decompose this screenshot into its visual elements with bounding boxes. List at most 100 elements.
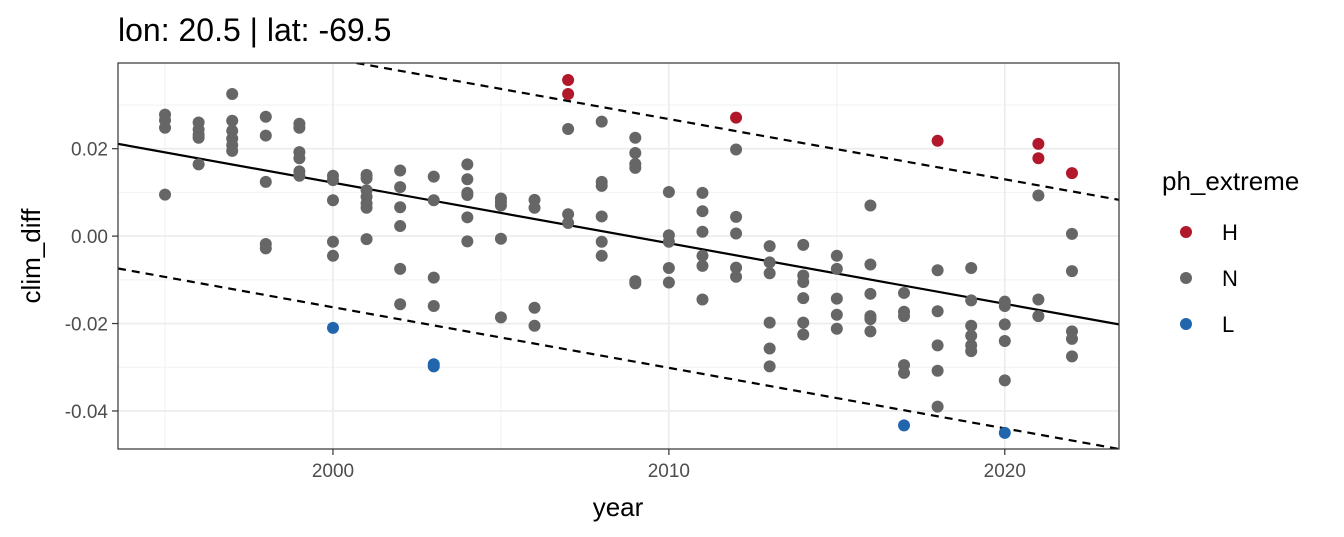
point-h [1032, 152, 1045, 165]
point-n [730, 270, 743, 283]
point-n [427, 170, 440, 183]
point-n [763, 316, 776, 329]
point-n [1032, 293, 1045, 306]
point-n [696, 249, 709, 262]
point-n [730, 210, 743, 223]
point-l [998, 426, 1011, 439]
point-n [494, 232, 507, 245]
point-n [696, 205, 709, 218]
regression-lines [118, 63, 1119, 449]
point-n [797, 328, 810, 341]
legend-label-h: H [1222, 220, 1238, 245]
point-n [629, 161, 642, 174]
point-n [662, 235, 675, 248]
point-n [326, 174, 339, 187]
x-axis-title: year [593, 492, 644, 522]
point-n [696, 259, 709, 272]
point-n [965, 262, 978, 275]
point-h [931, 134, 944, 147]
legend-label-l: L [1222, 312, 1234, 337]
point-n [931, 264, 944, 277]
x-tick-label: 2020 [984, 461, 1026, 482]
point-l [427, 360, 440, 373]
point-n [192, 158, 205, 171]
point-n [394, 220, 407, 233]
point-n [1065, 332, 1078, 345]
point-n [763, 240, 776, 253]
point-n [830, 262, 843, 275]
point-n [293, 169, 306, 182]
point-n [864, 287, 877, 300]
point-h [1032, 137, 1045, 150]
point-n [864, 325, 877, 338]
point-n [931, 364, 944, 377]
y-tick-label: 0.02 [71, 140, 108, 161]
lower-bound-line [118, 267, 1119, 449]
point-n [1032, 189, 1045, 202]
point-n [562, 123, 575, 136]
point-n [864, 258, 877, 271]
point-n [293, 121, 306, 134]
point-n [864, 199, 877, 212]
x-tick-label: 2000 [312, 461, 354, 482]
legend-label-n: N [1222, 266, 1238, 291]
point-n [763, 256, 776, 269]
point-n [259, 175, 272, 188]
point-n [898, 310, 911, 323]
point-n [461, 158, 474, 171]
point-n [293, 152, 306, 165]
point-n [730, 261, 743, 274]
point-n [898, 366, 911, 379]
point-n [1032, 310, 1045, 323]
point-n [494, 199, 507, 212]
y-tick-label: -0.02 [65, 315, 108, 336]
point-n [595, 179, 608, 192]
point-n [898, 286, 911, 299]
point-h [730, 111, 743, 124]
point-n [259, 242, 272, 255]
point-n [662, 185, 675, 198]
point-n [830, 292, 843, 305]
point-n [662, 276, 675, 289]
plot-panel-border [117, 62, 1120, 450]
legend-key-n [1180, 272, 1192, 284]
point-n [326, 194, 339, 207]
point-n [797, 316, 810, 329]
point-n [998, 335, 1011, 348]
point-l [326, 321, 339, 334]
point-n [1065, 227, 1078, 240]
point-n [998, 374, 1011, 387]
point-n [797, 238, 810, 251]
point-n [629, 147, 642, 160]
point-n [494, 311, 507, 324]
point-n [360, 201, 373, 214]
point-n [595, 115, 608, 128]
point-n [629, 131, 642, 144]
point-n [696, 186, 709, 199]
point-n [965, 345, 978, 358]
point-n [159, 121, 172, 134]
point-n [394, 181, 407, 194]
point-n [830, 249, 843, 262]
point-n [461, 235, 474, 248]
point-n [427, 271, 440, 284]
trend-line [118, 142, 1119, 326]
point-l [898, 419, 911, 432]
point-n [226, 144, 239, 157]
point-n [360, 233, 373, 246]
point-n [998, 300, 1011, 313]
point-n [763, 342, 776, 355]
point-n [360, 172, 373, 185]
point-n [461, 189, 474, 202]
point-n [394, 298, 407, 311]
legend-key-h [1180, 226, 1192, 238]
y-tick-label: -0.04 [65, 402, 109, 423]
upper-bound-line [356, 63, 1119, 201]
chart-title: lon: 20.5 | lat: -69.5 [118, 12, 391, 48]
point-n [427, 300, 440, 313]
legend: ph_extreme H N L [1162, 166, 1299, 337]
point-n [763, 267, 776, 280]
point-n [864, 313, 877, 326]
y-axis-title: clim_diff [16, 208, 46, 304]
point-n [830, 308, 843, 321]
